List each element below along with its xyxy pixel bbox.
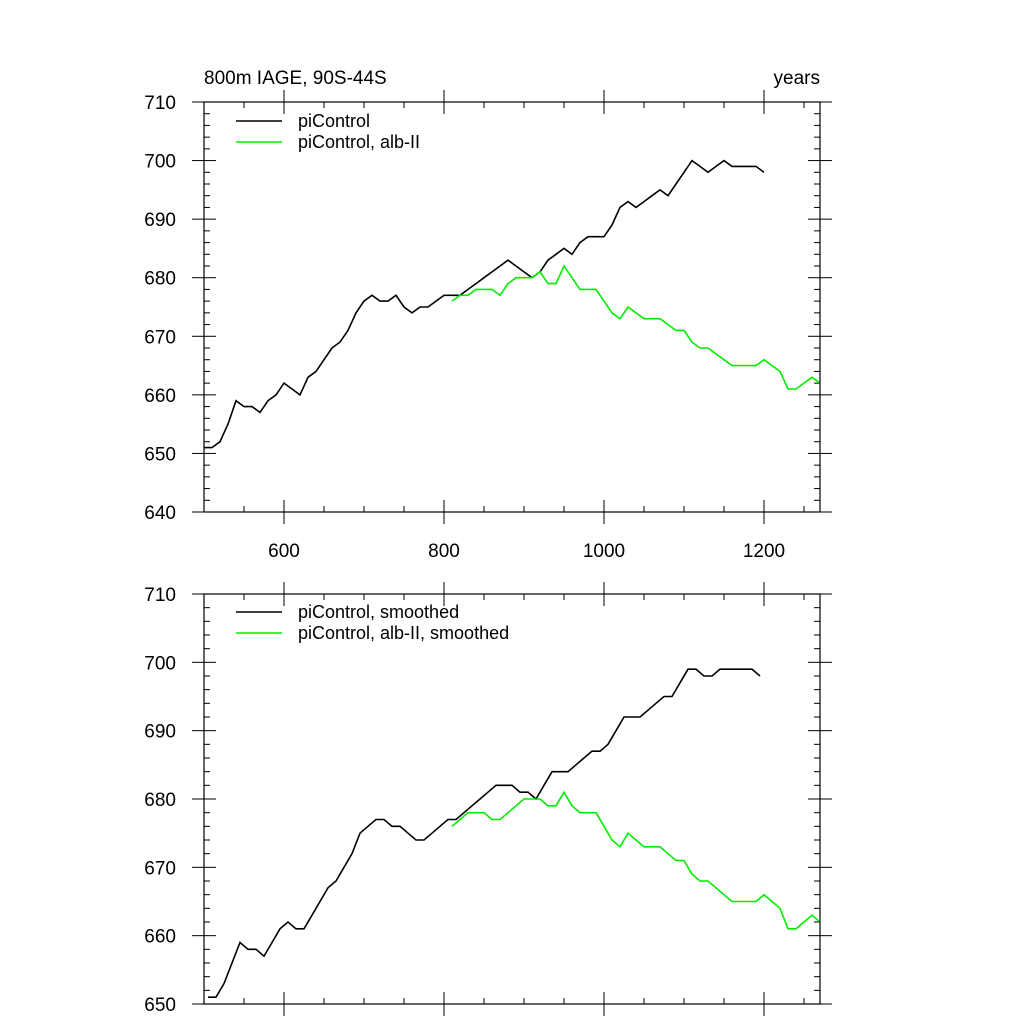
top-panel: 800m IAGE, 90S-44S years 600 800 1000 1200 …: [144, 68, 832, 562]
y-tick-label: 680: [144, 269, 176, 290]
legend: piControl piControl, alb-II: [236, 111, 420, 152]
legend: piControl, smoothed piControl, alb-II, s…: [236, 602, 509, 643]
y-tick-label: 670: [144, 327, 176, 348]
y-tick-label: 640: [144, 503, 176, 524]
plot-frame: [203, 101, 821, 513]
legend-label: piControl, alb-II, smoothed: [298, 623, 509, 643]
x-tick-label: 600: [268, 541, 300, 562]
y-tick-label: 680: [144, 790, 176, 811]
y-tick-label: 650: [144, 444, 176, 465]
plot-frame: [203, 593, 821, 1005]
y-tick-label: 660: [144, 927, 176, 948]
y-tick-label: 650: [144, 995, 176, 1016]
legend-label: piControl: [298, 111, 370, 131]
chart-title: 800m IAGE, 90S-44S: [204, 68, 387, 89]
y-tick-label: 700: [144, 653, 176, 674]
y-tick-label: 710: [144, 585, 176, 606]
series-group: [204, 159, 821, 449]
legend-label: piControl, smoothed: [298, 602, 459, 622]
series-line-picontrol: [204, 159, 765, 449]
y-tick-labels: 640 650 660 670 680 690 700 710: [144, 93, 176, 524]
y-tick-label: 690: [144, 210, 176, 231]
chart-right-title: years: [774, 68, 820, 89]
y-tick-label: 700: [144, 152, 176, 173]
y-tick-label: 660: [144, 386, 176, 407]
series-line-picontrol-alb-ii-smoothed: [451, 790, 821, 930]
x-tick-label: 1000: [583, 541, 625, 562]
bottom-panel: 650 660 670 680 690 700 710 piControl, smoothe…: [144, 582, 832, 1016]
y-tick-label: 710: [144, 93, 176, 114]
y-tick-labels: 650 660 670 680 690 700 710: [144, 585, 176, 1016]
axis-ticks: [192, 90, 832, 524]
series-line-picontrol-smoothed: [208, 668, 761, 998]
series-line-picontrol-alb-ii: [451, 264, 821, 390]
x-tick-label: 800: [428, 541, 460, 562]
x-tick-labels: 600 800 1000 1200: [268, 541, 785, 562]
x-tick-label: 1200: [743, 541, 785, 562]
series-group: [208, 668, 821, 998]
axis-ticks: [192, 582, 832, 1016]
y-tick-label: 670: [144, 858, 176, 879]
legend-label: piControl, alb-II: [298, 132, 420, 152]
y-tick-label: 690: [144, 722, 176, 743]
